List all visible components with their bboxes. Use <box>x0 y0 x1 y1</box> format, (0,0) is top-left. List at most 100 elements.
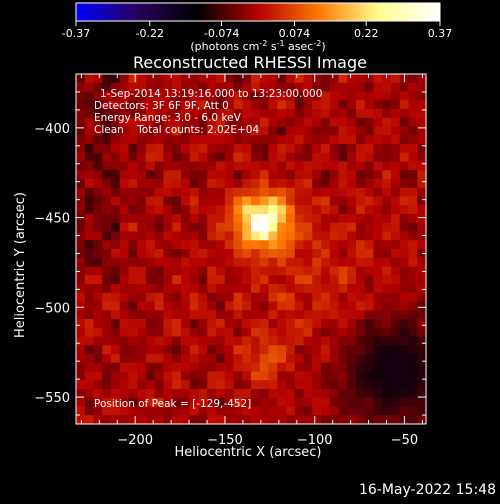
heatmap-cell <box>233 397 243 407</box>
heatmap-cell <box>399 249 409 259</box>
heatmap-cell <box>102 179 112 189</box>
heatmap-cell <box>364 170 374 180</box>
heatmap-cell <box>303 327 313 337</box>
heatmap-cell <box>233 371 243 381</box>
heatmap-cell <box>233 196 243 206</box>
colorbar-tick-label: 0.074 <box>279 27 311 40</box>
heatmap-cell <box>417 240 427 250</box>
heatmap-cell <box>259 380 269 390</box>
heatmap-cell <box>242 74 252 84</box>
heatmap-cell <box>391 389 401 399</box>
heatmap-cell <box>268 336 278 346</box>
x-tick-label: −200 <box>117 433 153 448</box>
info-detectors: Detectors: 3F 6F 9F, Att 0 <box>94 100 229 112</box>
heatmap-cell <box>242 310 252 320</box>
heatmap-cell <box>76 284 86 294</box>
heatmap-cell <box>189 310 199 320</box>
heatmap-cell <box>364 109 374 119</box>
heatmap-cell <box>338 292 348 302</box>
heatmap-cell <box>251 82 261 92</box>
heatmap-cell <box>417 187 427 197</box>
heatmap-cell <box>312 170 322 180</box>
heatmap-cell <box>233 231 243 241</box>
heatmap-cell <box>373 257 383 267</box>
heatmap-cell <box>146 231 156 241</box>
heatmap-cell <box>286 257 296 267</box>
heatmap-cell <box>146 371 156 381</box>
heatmap-cell <box>233 275 243 285</box>
heatmap-cell <box>277 126 287 136</box>
heatmap-cell <box>277 389 287 399</box>
heatmap-cell <box>163 144 173 154</box>
heatmap-cell <box>84 117 94 127</box>
heatmap-cell <box>154 240 164 250</box>
heatmap-cell <box>347 406 357 416</box>
heatmap-cell <box>277 257 287 267</box>
heatmap-cell <box>93 406 103 416</box>
heatmap-cell <box>277 292 287 302</box>
heatmap-cell <box>146 310 156 320</box>
heatmap-cell <box>277 74 287 84</box>
heatmap-cell <box>216 292 226 302</box>
heatmap-cell <box>102 336 112 346</box>
heatmap-cell <box>146 100 156 110</box>
heatmap-cell <box>216 380 226 390</box>
heatmap-cell <box>391 354 401 364</box>
heatmap-cell <box>268 144 278 154</box>
heatmap-cell <box>329 406 339 416</box>
heatmap-cell <box>294 135 304 145</box>
heatmap-cell <box>277 100 287 110</box>
heatmap-cell <box>268 249 278 259</box>
heatmap-cell <box>137 319 147 329</box>
heatmap-cell <box>111 327 121 337</box>
heatmap-cell <box>382 345 392 355</box>
heatmap-cell <box>128 109 138 119</box>
heatmap-cell <box>312 135 322 145</box>
heatmap-cell <box>76 301 86 311</box>
heatmap-cell <box>277 380 287 390</box>
heatmap-cell <box>181 362 191 372</box>
heatmap-cell <box>137 362 147 372</box>
heatmap-cell <box>146 301 156 311</box>
heatmap-cell <box>303 249 313 259</box>
heatmap-cell <box>189 275 199 285</box>
heatmap-cell <box>268 222 278 232</box>
heatmap-cell <box>286 170 296 180</box>
heatmap-cell <box>259 406 269 416</box>
heatmap-cell <box>321 327 331 337</box>
heatmap-cell <box>373 100 383 110</box>
heatmap-cell <box>233 74 243 84</box>
heatmap-cell <box>137 214 147 224</box>
heatmap-cell <box>128 249 138 259</box>
heatmap-cell <box>391 362 401 372</box>
heatmap-cell <box>137 187 147 197</box>
heatmap-cell <box>181 301 191 311</box>
heatmap-cell <box>294 275 304 285</box>
heatmap-cell <box>242 380 252 390</box>
heatmap-cell <box>76 397 86 407</box>
heatmap-cell <box>294 144 304 154</box>
heatmap-cell <box>382 354 392 364</box>
heatmap-cell <box>399 354 409 364</box>
heatmap-cell <box>356 249 366 259</box>
heatmap-cell <box>102 240 112 250</box>
heatmap-cell <box>163 292 173 302</box>
heatmap-cell <box>294 406 304 416</box>
info-energy-range: Energy Range: 3.0 - 6.0 keV <box>94 112 242 124</box>
heatmap-cell <box>93 397 103 407</box>
heatmap-cell <box>84 397 94 407</box>
heatmap-cell <box>329 170 339 180</box>
heatmap-cell <box>417 371 427 381</box>
heatmap-cell <box>373 415 383 425</box>
heatmap-cell <box>303 354 313 364</box>
heatmap-cell <box>111 240 121 250</box>
heatmap-cell <box>242 196 252 206</box>
heatmap-cell <box>154 362 164 372</box>
heatmap-cell <box>251 362 261 372</box>
heatmap-cell <box>189 397 199 407</box>
heatmap-cell <box>356 266 366 276</box>
heatmap-cell <box>277 415 287 425</box>
heatmap-cell <box>93 249 103 259</box>
heatmap-cell <box>137 336 147 346</box>
heatmap-cell <box>417 310 427 320</box>
